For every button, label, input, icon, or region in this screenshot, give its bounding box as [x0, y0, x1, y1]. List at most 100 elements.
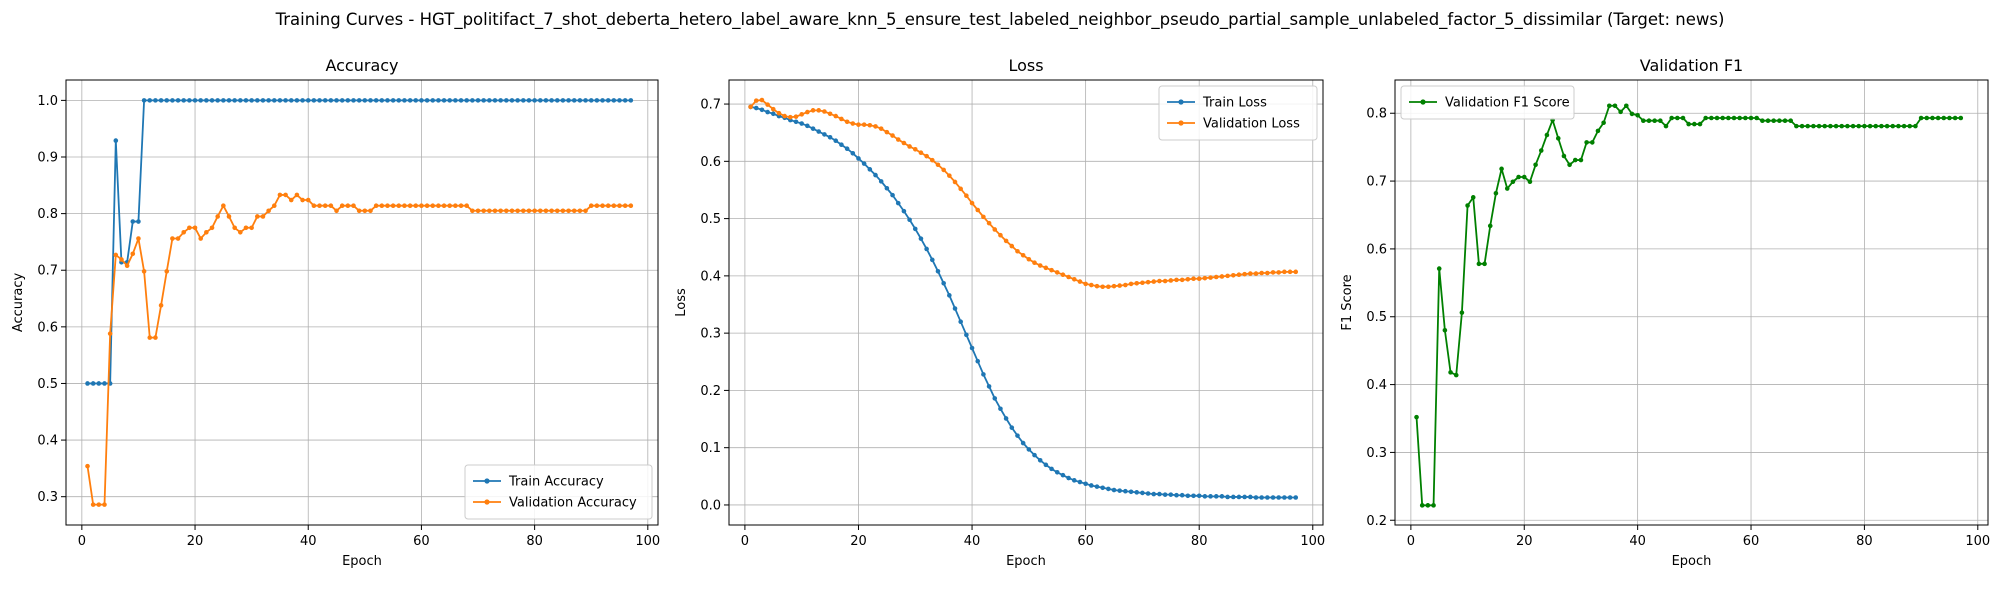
data-point [170, 236, 175, 241]
data-point [1043, 462, 1049, 468]
data-point [810, 126, 816, 131]
data-point [1117, 283, 1122, 288]
data-point [407, 98, 413, 103]
data-point [1128, 489, 1134, 495]
data-point [441, 98, 447, 103]
data-point [181, 230, 187, 235]
data-point [1089, 282, 1094, 288]
data-point [113, 252, 119, 258]
data-point [390, 98, 396, 103]
data-point [1845, 123, 1850, 129]
data-point [1425, 503, 1431, 508]
legend-label: Train Accuracy [508, 475, 604, 490]
data-point [1442, 328, 1448, 333]
data-point [294, 192, 300, 198]
data-point [822, 109, 827, 114]
data-point [986, 384, 992, 389]
x-tick-label: 40 [1629, 534, 1646, 549]
data-point [1100, 485, 1105, 491]
data-point [1242, 271, 1247, 277]
data-point [526, 208, 532, 214]
data-point [1839, 123, 1845, 129]
data-point [1151, 279, 1157, 284]
data-point [1026, 447, 1032, 452]
data-point [981, 214, 986, 220]
data-point [470, 98, 475, 103]
data-point [1862, 123, 1867, 129]
legend-marker [1420, 99, 1426, 105]
data-point [136, 236, 141, 241]
data-point [560, 98, 566, 103]
x-axis-label: Epoch [1006, 554, 1046, 569]
data-point [1624, 103, 1629, 109]
data-point [209, 225, 215, 231]
y-tick-label: 0.4 [700, 269, 721, 284]
y-axis-label: Loss [674, 288, 689, 317]
data-point [181, 98, 187, 103]
data-point [941, 281, 946, 286]
data-point [283, 98, 288, 103]
series-line-1 [1415, 104, 1961, 507]
data-point [1765, 118, 1771, 123]
data-point [277, 98, 283, 103]
subplot-2: 0 20 40 60 80 100 0.0 0.1 0.2 0.3 0.4 0.5 0.6 0.7 Loss… [674, 56, 1325, 569]
data-point [941, 167, 946, 173]
data-point [1663, 123, 1669, 129]
data-point [1282, 269, 1287, 275]
data-point [1270, 495, 1276, 500]
data-point [1219, 494, 1225, 499]
data-point [1760, 118, 1765, 123]
data-point [628, 203, 634, 208]
data-point [339, 98, 345, 103]
data-point [1499, 166, 1504, 172]
data-point [1726, 115, 1731, 121]
data-point [1941, 115, 1947, 121]
data-point [85, 463, 90, 469]
data-point [611, 98, 617, 103]
x-axis-label: Epoch [342, 554, 382, 569]
data-point [379, 203, 385, 208]
data-point [141, 98, 147, 103]
data-point [1225, 273, 1230, 279]
data-point [402, 203, 407, 208]
data-point [924, 246, 929, 252]
data-point [1003, 416, 1009, 421]
data-point [856, 156, 861, 161]
data-point [1071, 478, 1077, 483]
data-point [288, 98, 294, 103]
data-point [1658, 118, 1663, 123]
data-point [90, 381, 96, 386]
data-point [549, 98, 554, 103]
data-point [1037, 457, 1043, 463]
data-point [810, 108, 816, 113]
data-point [839, 116, 844, 122]
data-point [1686, 121, 1691, 127]
data-point [947, 173, 952, 178]
series-line-1 [87, 99, 631, 385]
data-point [334, 208, 339, 214]
data-point [1185, 493, 1191, 499]
data-point [1896, 123, 1901, 129]
data-point [288, 197, 294, 203]
x-tick-label: 100 [1300, 534, 1325, 549]
data-point [153, 98, 158, 103]
data-point [515, 208, 520, 214]
data-point [1924, 115, 1930, 121]
data-point [827, 111, 833, 117]
data-point [1259, 270, 1264, 276]
data-point [1106, 486, 1111, 492]
data-point [1431, 503, 1436, 508]
data-point [969, 345, 975, 351]
data-point [611, 203, 617, 208]
data-point [221, 203, 226, 208]
data-point [113, 138, 119, 143]
data-point [305, 197, 311, 203]
y-tick-label: 0.4 [37, 434, 58, 449]
data-point [628, 98, 634, 103]
data-point [419, 203, 424, 208]
data-point [1174, 492, 1179, 498]
data-point [1448, 370, 1453, 375]
data-point [124, 263, 130, 269]
data-point [170, 98, 175, 103]
